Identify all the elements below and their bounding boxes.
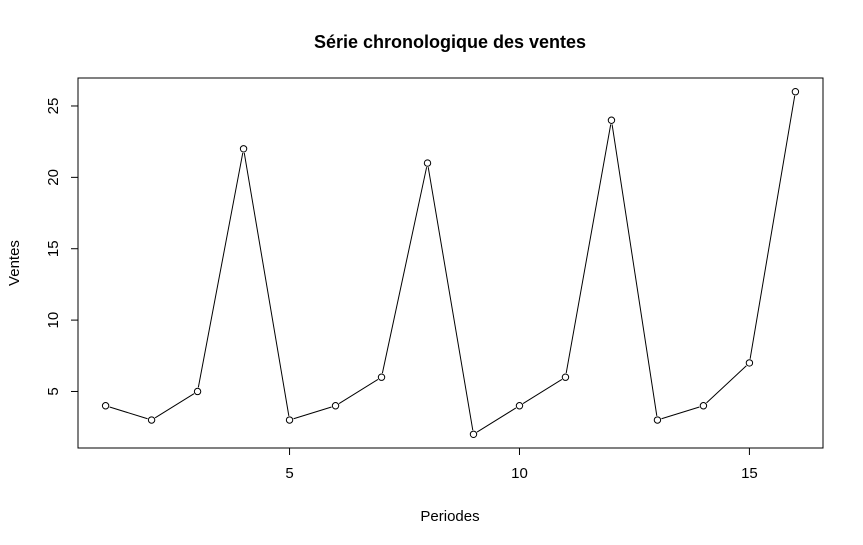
- data-point: [101, 402, 110, 410]
- data-points: [101, 88, 800, 438]
- data-point: [423, 159, 432, 167]
- y-tick-label: 25: [45, 98, 62, 115]
- x-axis: 5 10 15: [285, 447, 758, 482]
- x-tick-label: 10: [511, 465, 528, 482]
- data-point: [699, 402, 708, 410]
- y-axis-label: Ventes: [6, 240, 23, 286]
- data-point: [469, 430, 478, 438]
- data-point: [607, 116, 616, 124]
- data-point: [193, 387, 202, 396]
- plot-frame: [77, 77, 824, 449]
- data-point: [653, 416, 662, 424]
- series-line: [109, 95, 796, 433]
- y-tick-label: 20: [45, 169, 62, 186]
- x-tick-label: 15: [741, 465, 758, 482]
- data-point: [285, 416, 294, 424]
- data-point: [331, 402, 340, 410]
- data-point: [377, 373, 386, 381]
- data-point: [515, 402, 524, 410]
- y-axis: 5 10 15 20 25: [45, 98, 79, 396]
- chart-title: Série chronologique des ventes: [314, 32, 586, 52]
- y-tick-label: 10: [45, 312, 62, 329]
- y-tick-label: 15: [45, 240, 62, 257]
- data-point: [147, 416, 156, 424]
- data-point: [561, 373, 570, 381]
- data-point: [745, 359, 754, 367]
- x-axis-label: Periodes: [420, 508, 479, 525]
- x-tick-label: 5: [285, 465, 293, 482]
- y-tick-label: 5: [45, 387, 62, 395]
- data-point: [791, 88, 800, 96]
- data-point: [239, 145, 248, 153]
